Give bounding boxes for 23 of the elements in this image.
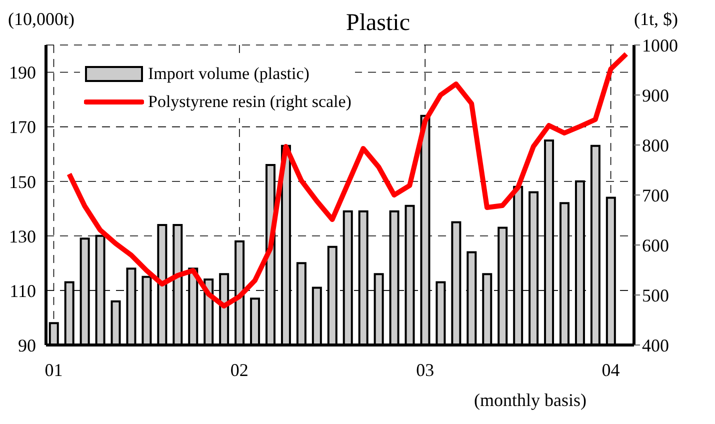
y2-tick-label: 400	[642, 335, 669, 356]
y-tick-label: 130	[9, 226, 36, 246]
y-tick-label: 90	[18, 335, 36, 356]
y-tick-label: 110	[10, 280, 36, 301]
legend-label: Import volume (plastic)	[148, 64, 310, 84]
y2-tick-label: 600	[642, 235, 669, 256]
y2-tick-label: 900	[642, 85, 669, 106]
y2-tick-label: 1000	[642, 35, 678, 56]
y2-tick-label: 700	[642, 185, 669, 206]
x-tick-label: 02	[230, 360, 248, 380]
x-axis-title: (monthly basis)	[474, 390, 586, 411]
y-tick-label: 170	[9, 117, 36, 138]
x-tick-label: 03	[416, 360, 434, 380]
x-tick-label: 04	[602, 360, 620, 380]
y-axis-title: (10,000t)	[8, 9, 74, 29]
y-tick-label: 150	[9, 172, 36, 192]
y2-tick-label: 800	[642, 135, 669, 156]
x-tick-label: 01	[44, 360, 63, 380]
y-tick-label: 190	[9, 62, 36, 83]
y2-tick-label: 500	[642, 285, 669, 306]
y2-axis-title: (1t, $)	[634, 9, 678, 29]
legend-label: Polystyrene resin (right scale)	[148, 92, 352, 112]
chart-title: Plastic	[346, 10, 410, 36]
